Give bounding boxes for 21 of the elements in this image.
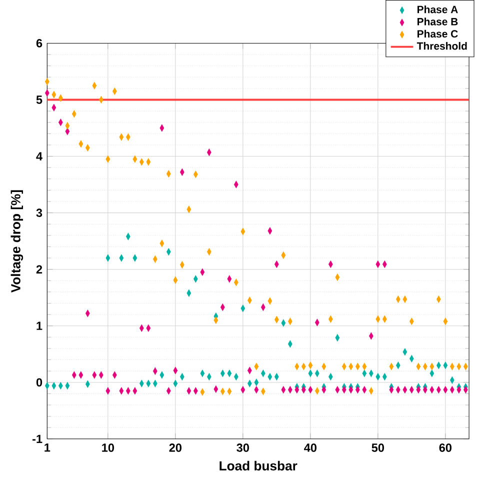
- y-tick-label: -1: [32, 434, 42, 443]
- y-tick-label: 2: [36, 265, 42, 274]
- y-tick-label: 0: [36, 378, 42, 387]
- legend-label: Phase A: [418, 5, 458, 14]
- legend-label: Threshold: [417, 42, 468, 50]
- y-tick-label: 6: [36, 39, 42, 48]
- x-axis-title: Load busbar: [220, 460, 298, 471]
- y-tick-label: 5: [36, 96, 42, 104]
- x-tick-label: 60: [440, 444, 452, 452]
- x-tick-label: 20: [170, 444, 182, 452]
- legend-label: Phase B: [418, 18, 458, 26]
- x-tick-label: 40: [304, 444, 317, 452]
- x-tick-label: 1: [44, 444, 50, 452]
- y-tick-label: 3: [36, 208, 42, 217]
- y-tick-label: 1: [36, 322, 42, 330]
- legend-label: Phase C: [418, 30, 458, 38]
- x-tick-label: 30: [236, 444, 250, 452]
- x-tick-label: 10: [102, 444, 114, 452]
- x-tick-label: 50: [372, 444, 384, 452]
- y-tick-label: 4: [36, 152, 43, 160]
- y-axis-title: Voltage drop [%]: [11, 190, 24, 293]
